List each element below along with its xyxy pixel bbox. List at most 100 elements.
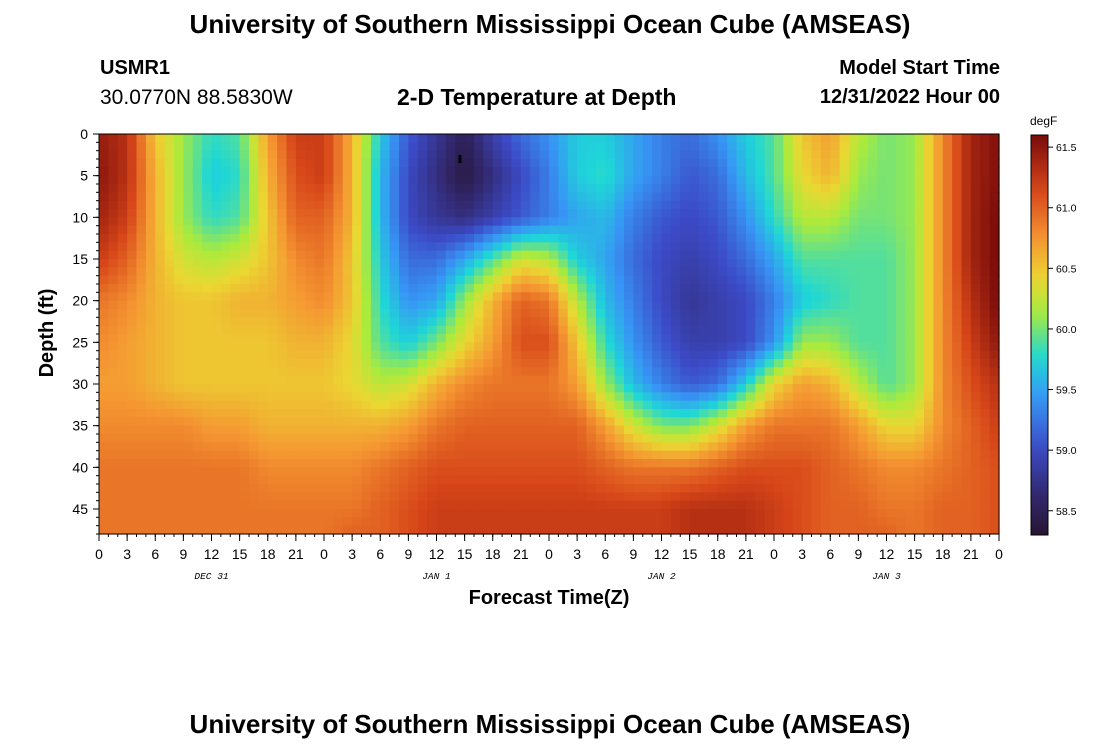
heatmap-cell — [342, 267, 353, 277]
heatmap-cell — [389, 225, 400, 235]
heatmap-cell — [839, 184, 850, 193]
heatmap-cell — [436, 392, 447, 402]
heatmap-cell — [202, 467, 213, 477]
heatmap-cell — [942, 234, 953, 243]
heatmap-cell — [886, 242, 897, 252]
heatmap-cell — [670, 375, 681, 385]
heatmap-cell — [483, 350, 494, 360]
heatmap-cell — [370, 234, 381, 243]
heatmap-cell — [380, 434, 391, 443]
heatmap-cell — [511, 325, 522, 335]
heatmap-cell — [408, 292, 419, 302]
heatmap-cell — [164, 217, 175, 227]
heatmap-cell — [333, 217, 344, 227]
heatmap-cell — [511, 350, 522, 360]
heatmap-cell — [905, 384, 916, 393]
heatmap-cell — [933, 259, 944, 268]
heatmap-cell — [408, 242, 419, 252]
heatmap-cell — [474, 234, 484, 243]
heatmap-cell — [117, 159, 128, 168]
heatmap-cell — [436, 517, 447, 527]
heatmap-cell — [774, 500, 784, 510]
heatmap-cell — [370, 284, 381, 293]
heatmap-cell — [333, 267, 344, 277]
heatmap-cell — [877, 175, 888, 185]
heatmap-cell — [727, 525, 738, 535]
heatmap-cell — [127, 375, 138, 385]
heatmap-cell — [174, 459, 184, 468]
heatmap-cell — [839, 417, 850, 427]
heatmap-cell — [980, 175, 991, 185]
heatmap-cell — [249, 350, 259, 360]
heatmap-cell — [652, 434, 663, 443]
heatmap-cell — [342, 192, 353, 202]
heatmap-cell — [220, 234, 231, 243]
heatmap-cell — [858, 509, 869, 518]
heatmap-cell — [249, 175, 259, 185]
heatmap-cell — [239, 400, 250, 410]
heatmap-cell — [549, 367, 559, 377]
x-tick-label: 18 — [260, 546, 276, 562]
heatmap-cell — [745, 342, 756, 352]
heatmap-cell — [942, 417, 953, 427]
heatmap-cell — [670, 442, 681, 452]
heatmap-cell — [783, 275, 794, 285]
heatmap-cell — [464, 359, 475, 368]
heatmap-cell — [558, 509, 569, 518]
heatmap-cell — [277, 317, 288, 327]
heatmap-cell — [399, 484, 409, 493]
heatmap-cell — [464, 509, 475, 518]
heatmap-cell — [192, 417, 203, 427]
heatmap-cell — [558, 392, 569, 402]
heatmap-cell — [595, 500, 606, 510]
heatmap-cell — [380, 192, 391, 202]
heatmap-cell — [652, 525, 663, 535]
heatmap-cell — [155, 275, 166, 285]
heatmap-cell — [220, 450, 231, 460]
heatmap-cell — [192, 184, 203, 193]
heatmap-cell — [520, 350, 531, 360]
heatmap-cell — [914, 392, 925, 402]
heatmap-cell — [830, 242, 841, 252]
heatmap-cell — [108, 259, 119, 268]
heatmap-cell — [427, 384, 438, 393]
heatmap-cell — [670, 267, 681, 277]
heatmap-cell — [858, 375, 869, 385]
heatmap-cell — [436, 442, 447, 452]
heatmap-cell — [764, 250, 775, 260]
heatmap-cell — [220, 217, 231, 227]
heatmap-cell — [839, 234, 850, 243]
heatmap-cell — [867, 442, 878, 452]
heatmap-cell — [239, 200, 250, 210]
heatmap-cell — [895, 167, 906, 177]
heatmap-cell — [624, 209, 634, 218]
heatmap-cell — [352, 350, 363, 360]
heatmap-cell — [511, 484, 522, 493]
heatmap-cell — [492, 209, 503, 218]
heatmap-cell — [127, 392, 138, 402]
heatmap-cell — [877, 259, 888, 268]
heatmap-cell — [155, 442, 166, 452]
heatmap-cell — [970, 484, 981, 493]
heatmap-cell — [942, 375, 953, 385]
heatmap-cell — [220, 334, 231, 343]
heatmap-cell — [633, 425, 644, 435]
heatmap-cell — [792, 517, 803, 527]
heatmap-cell — [164, 284, 175, 293]
heatmap-cell — [558, 442, 569, 452]
heatmap-cell — [427, 392, 438, 402]
heatmap-cell — [736, 325, 747, 335]
heatmap-cell — [136, 442, 147, 452]
heatmap-cell — [445, 325, 456, 335]
heatmap-cell — [549, 517, 559, 527]
heatmap-cell — [811, 334, 822, 343]
heatmap-cell — [689, 284, 700, 293]
heatmap-cell — [717, 192, 728, 202]
heatmap-cell — [755, 450, 766, 460]
heatmap-cell — [727, 184, 738, 193]
heatmap-cell — [520, 250, 531, 260]
heatmap-cell — [267, 275, 278, 285]
heatmap-cell — [352, 184, 363, 193]
heatmap-cell — [595, 359, 606, 368]
heatmap-cell — [708, 517, 719, 527]
